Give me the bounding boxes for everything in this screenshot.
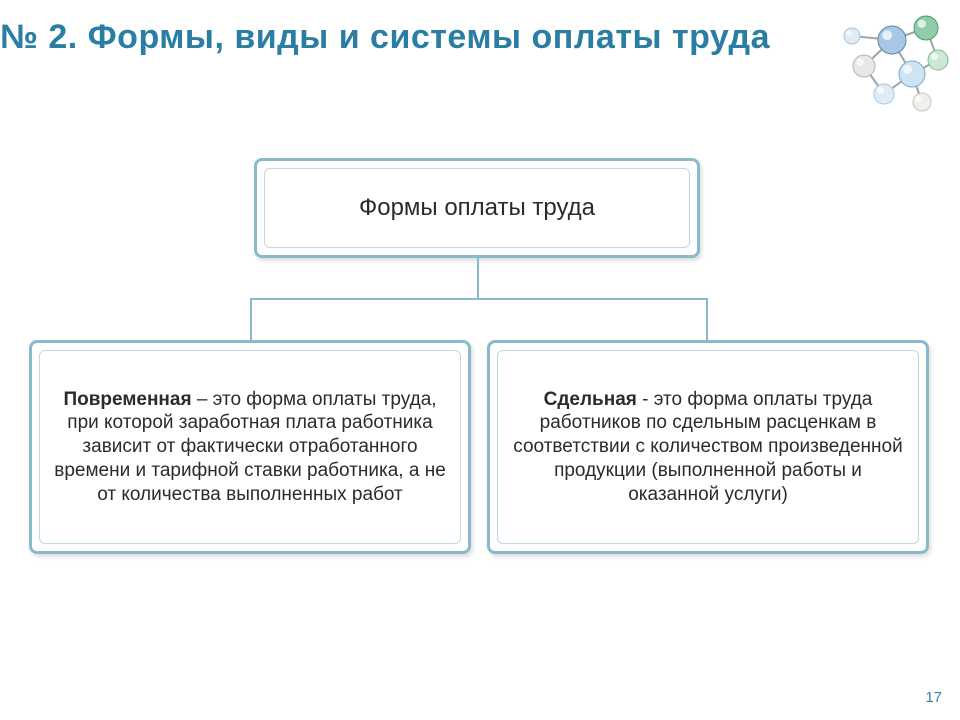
root-box: Формы оплаты труда	[254, 158, 700, 258]
conn-h-bar	[250, 298, 708, 300]
right-text: Сдельная - это форма оплаты труда работн…	[512, 388, 904, 507]
right-bold: Сдельная	[544, 389, 637, 410]
conn-right-down	[706, 298, 708, 340]
conn-left-down	[250, 298, 252, 340]
left-box: Повременная – это форма оплаты труда, пр…	[29, 340, 471, 554]
molecule-icon	[834, 6, 954, 126]
slide: № 2. Формы, виды и системы оплаты труда …	[0, 0, 960, 720]
root-label: Формы оплаты труда	[359, 193, 595, 223]
left-text: Повременная – это форма оплаты труда, пр…	[54, 388, 446, 507]
conn-root-down	[477, 258, 479, 298]
left-bold: Повременная	[63, 389, 191, 410]
slide-number: 17	[925, 689, 942, 706]
right-box-inner: Сдельная - это форма оплаты труда работн…	[497, 350, 919, 544]
org-chart: Формы оплаты труда Повременная – это фор…	[0, 158, 960, 608]
root-box-inner: Формы оплаты труда	[264, 168, 690, 248]
slide-title: № 2. Формы, виды и системы оплаты труда	[0, 18, 870, 57]
right-box: Сдельная - это форма оплаты труда работн…	[487, 340, 929, 554]
left-box-inner: Повременная – это форма оплаты труда, пр…	[39, 350, 461, 544]
